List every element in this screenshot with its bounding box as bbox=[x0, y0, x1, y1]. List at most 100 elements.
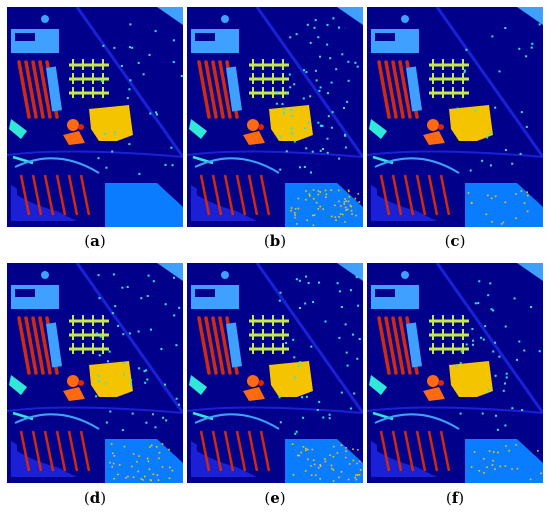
meadow-speck bbox=[304, 470, 307, 472]
meadow-speck bbox=[136, 461, 138, 463]
metal-speck bbox=[329, 57, 332, 60]
metal-speck bbox=[496, 428, 499, 431]
metal-speck bbox=[164, 383, 166, 386]
metal-speck bbox=[143, 370, 146, 373]
meadow-speck bbox=[340, 205, 342, 207]
classification-map-f bbox=[367, 263, 543, 483]
metal-speck bbox=[317, 121, 320, 124]
metal-speck bbox=[278, 299, 281, 302]
soil-dot bbox=[438, 124, 444, 130]
metal-speck bbox=[347, 60, 350, 63]
tree-strip bbox=[405, 322, 423, 368]
metal-speck bbox=[472, 339, 475, 342]
meadow-speck bbox=[309, 195, 311, 197]
tree-corner bbox=[517, 7, 543, 25]
meadow-speck bbox=[344, 221, 346, 223]
meadow-speck bbox=[332, 445, 335, 448]
meadow-speck bbox=[347, 478, 350, 481]
metal-speck bbox=[338, 290, 341, 293]
building-circle bbox=[401, 271, 409, 279]
metal-speck bbox=[304, 127, 307, 130]
map-svg bbox=[7, 7, 183, 227]
meadow-speck bbox=[491, 464, 494, 466]
meadow-speck bbox=[312, 224, 315, 227]
meadow-speck bbox=[358, 460, 361, 463]
metal-speck bbox=[121, 286, 124, 289]
metal-speck bbox=[123, 373, 125, 376]
meadow-speck bbox=[298, 454, 301, 457]
metal-speck bbox=[346, 100, 349, 103]
meadow-speck bbox=[486, 466, 488, 468]
meadow-speck bbox=[169, 466, 171, 469]
metal-speck bbox=[494, 374, 497, 377]
metal-speck bbox=[338, 157, 341, 160]
field-stripe bbox=[439, 430, 451, 472]
field-stripe bbox=[43, 430, 55, 472]
metal-speck bbox=[279, 291, 282, 294]
meadow-speck bbox=[317, 193, 320, 196]
metal-speck bbox=[525, 125, 528, 128]
diagonal-road bbox=[255, 263, 363, 414]
building-hole bbox=[375, 289, 395, 297]
metal-speck bbox=[292, 338, 295, 341]
metal-speck bbox=[331, 111, 334, 114]
meadow-speck bbox=[113, 477, 115, 480]
metal-speck bbox=[455, 365, 458, 368]
metal-speck bbox=[505, 372, 508, 375]
meadow-speck bbox=[478, 470, 481, 472]
metal-speck bbox=[343, 107, 345, 109]
meadow-speck bbox=[317, 190, 320, 192]
metal-speck bbox=[530, 46, 533, 49]
field-stripe bbox=[427, 174, 439, 216]
metal-speck bbox=[312, 301, 315, 303]
metal-speck bbox=[344, 323, 347, 326]
soil-stripe bbox=[24, 316, 38, 375]
meadow-speck bbox=[317, 208, 320, 210]
bricks-building bbox=[89, 105, 133, 141]
meadow-speck bbox=[306, 448, 309, 451]
metal-speck bbox=[494, 341, 497, 344]
field-stripe bbox=[19, 430, 31, 472]
meadow-region bbox=[285, 439, 363, 483]
soil-stripe bbox=[398, 60, 412, 119]
field-stripe bbox=[31, 430, 43, 472]
meadow-speck bbox=[319, 205, 321, 208]
metal-speck bbox=[518, 340, 521, 343]
metal-speck bbox=[178, 306, 181, 309]
metal-speck bbox=[319, 86, 322, 89]
meadow-speck bbox=[132, 476, 135, 478]
metal-speck bbox=[286, 92, 289, 95]
metal-speck bbox=[315, 79, 318, 82]
metal-speck bbox=[474, 109, 477, 112]
cross-road bbox=[187, 150, 363, 158]
metal-speck bbox=[288, 73, 291, 76]
meadow-speck bbox=[338, 200, 340, 203]
meadow-speck bbox=[351, 213, 353, 215]
meadow-speck bbox=[499, 465, 502, 468]
meadow-speck bbox=[356, 474, 359, 476]
meadow-speck bbox=[494, 468, 496, 470]
field-stripe bbox=[235, 430, 247, 472]
soil-stripe bbox=[38, 60, 52, 119]
cross-road bbox=[187, 406, 363, 414]
soil-stripe bbox=[197, 316, 211, 375]
metal-speck bbox=[498, 70, 501, 73]
meadow-speck bbox=[158, 457, 160, 460]
diagonal-road bbox=[75, 263, 183, 414]
meadow-speck bbox=[355, 474, 357, 476]
metal-speck bbox=[126, 97, 129, 100]
metal-speck bbox=[290, 114, 293, 117]
metal-speck bbox=[291, 132, 294, 135]
metal-patch bbox=[189, 119, 207, 139]
metal-speck bbox=[469, 169, 472, 172]
metal-speck bbox=[129, 23, 132, 26]
meadow-speck bbox=[157, 479, 160, 481]
metal-speck bbox=[531, 42, 534, 45]
meadow-speck bbox=[346, 208, 349, 211]
metal-speck bbox=[504, 382, 506, 385]
bitumen-circle bbox=[247, 119, 259, 131]
meadow-speck bbox=[319, 465, 322, 467]
field-stripe bbox=[439, 174, 451, 216]
metal-speck bbox=[314, 19, 317, 22]
metal-speck bbox=[538, 350, 541, 353]
